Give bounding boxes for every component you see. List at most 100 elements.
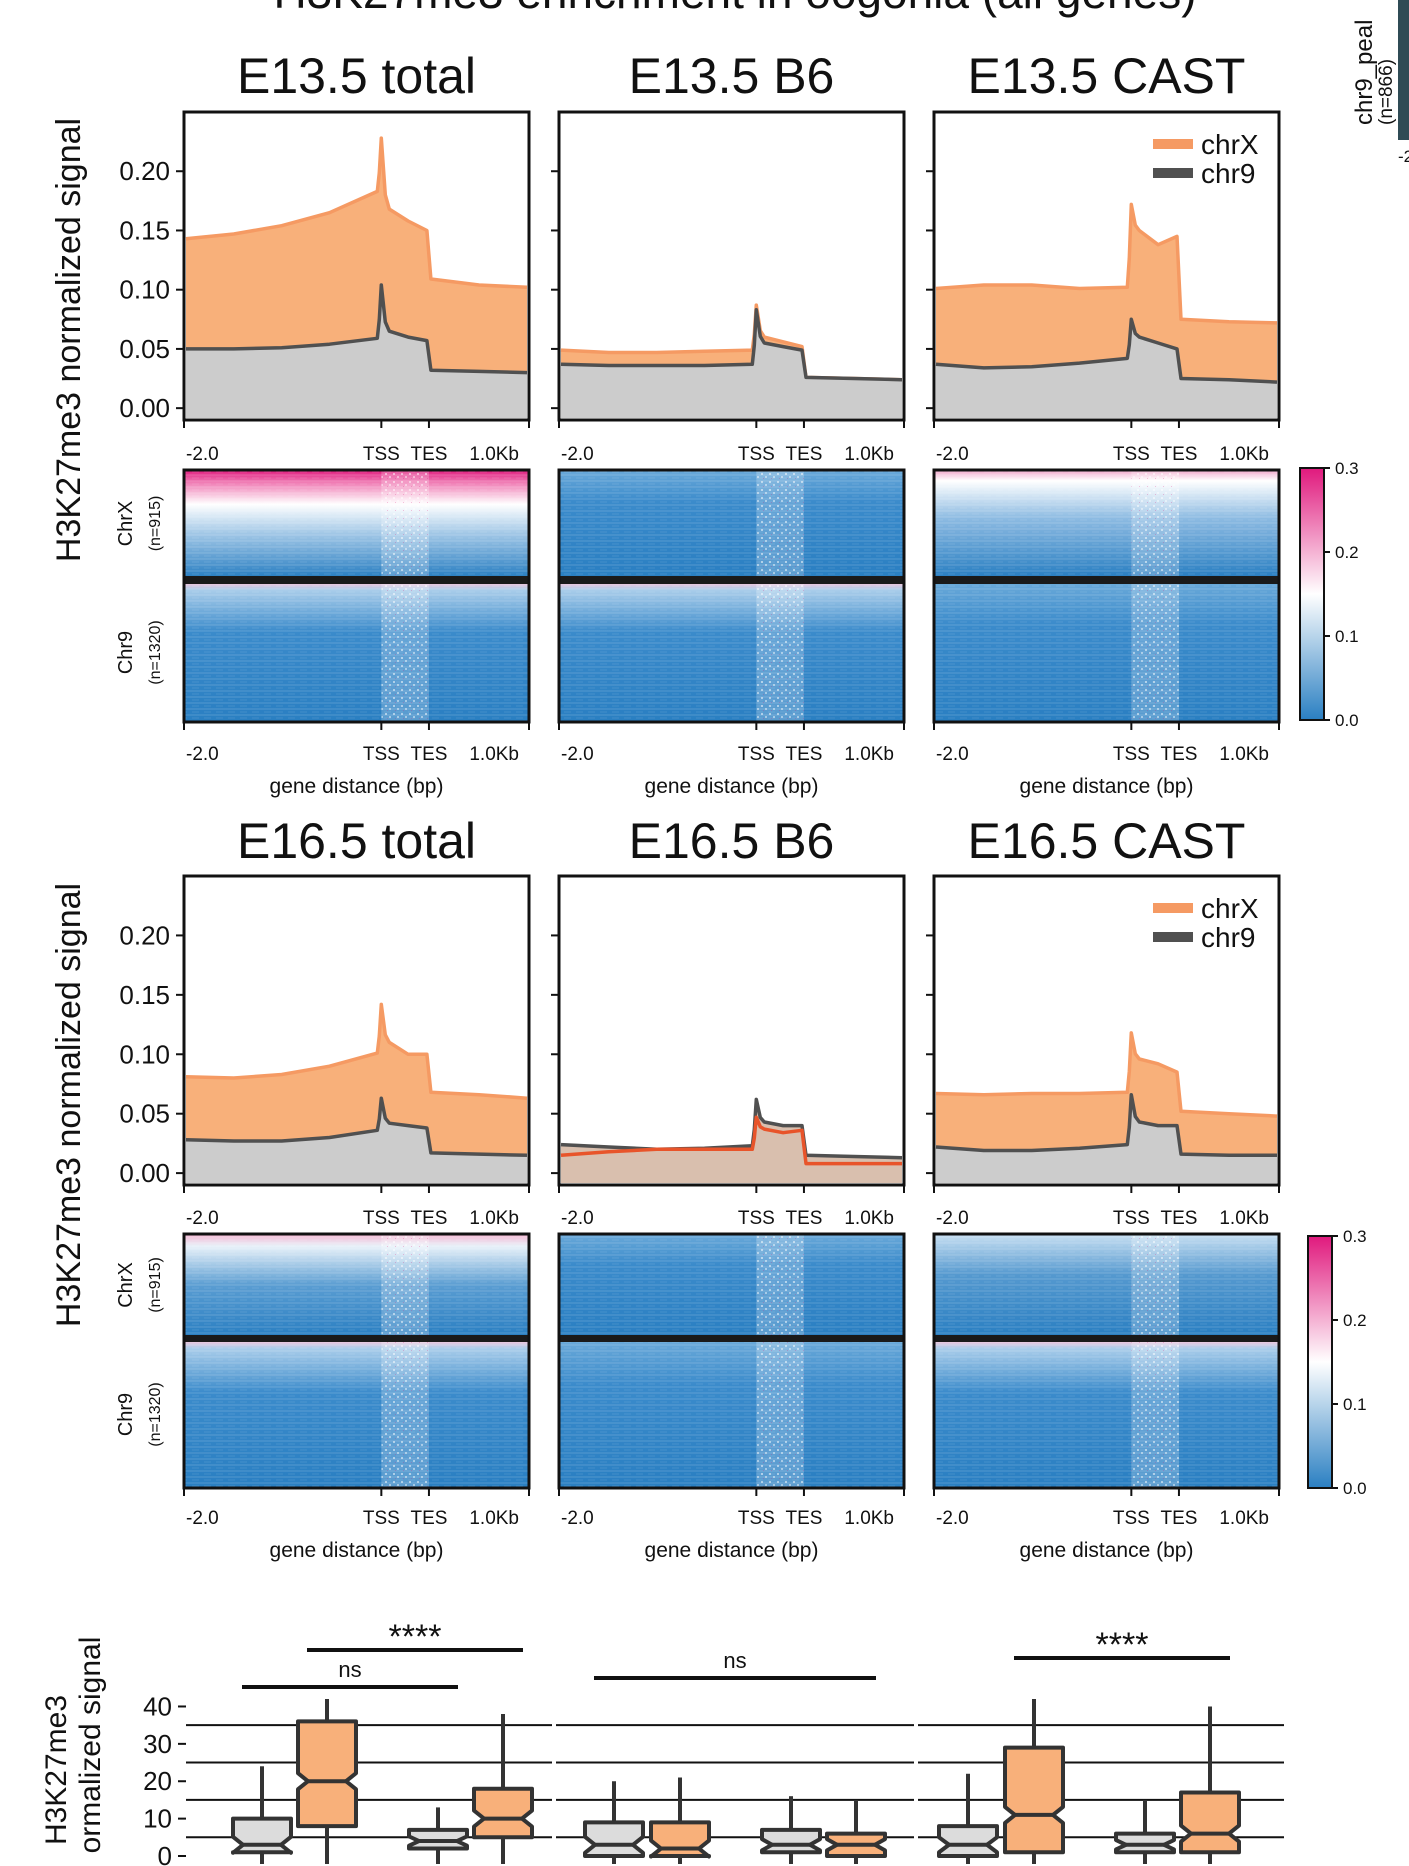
heatmap-chr9-genebody xyxy=(1131,1341,1179,1488)
box-chrx xyxy=(825,1799,887,1864)
heatmap-frame xyxy=(182,1232,531,1490)
x-tick-label: 1.0Kb xyxy=(844,1508,894,1529)
heatmap-row-n-chrx: (n=915) xyxy=(147,496,164,552)
colorbar-tick-label: 0.0 xyxy=(1335,711,1359,730)
x-tick-label: TES xyxy=(1160,1208,1197,1229)
y-tick-label: 0.05 xyxy=(119,334,170,364)
chr9-series-area xyxy=(936,1094,1277,1183)
box-chrx xyxy=(1179,1706,1241,1864)
x-tick-label: TSS xyxy=(1113,444,1150,465)
chrx-series-line xyxy=(185,1002,528,1100)
heatmap-chrx-genebody xyxy=(381,470,429,577)
legend-chrx-label: chrX xyxy=(1201,893,1259,924)
x-tick-label: 1.0Kb xyxy=(469,1508,519,1529)
colorbar-tick-label: 0.0 xyxy=(1343,1479,1367,1498)
heatmap-divider xyxy=(559,576,904,584)
heatmap-row-label-chr9: Chr9 xyxy=(115,631,137,674)
y-tick-label: 0.10 xyxy=(119,1039,170,1069)
chr9-series-area xyxy=(186,285,527,418)
heatmap-panel: -2.0 TSS TES 1.0Kb gene distance (bp) xyxy=(182,468,531,798)
box-y-tick-label: 0 xyxy=(158,1841,172,1866)
legend-chr9-label: chr9 xyxy=(1201,158,1255,189)
chrx-series-line xyxy=(935,1031,1278,1118)
chrx-series-area xyxy=(936,204,1277,418)
x-tick-label: TES xyxy=(785,1508,822,1529)
x-tick-label: -2.0 xyxy=(186,744,219,765)
chr9-series-area xyxy=(186,1098,527,1183)
y-tick-label: 0.20 xyxy=(119,156,170,186)
x-tick-label: TES xyxy=(410,744,447,765)
heatmap-chr9-genebody xyxy=(381,1341,429,1488)
x-axis-label: gene distance (bp) xyxy=(270,775,444,798)
profile-y-axis-label: H3K27me3 normalized signal xyxy=(50,118,88,562)
heatmap-chrx-genebody xyxy=(756,470,804,577)
chr9-series-line xyxy=(186,283,528,375)
x-tick-label: TES xyxy=(1160,444,1197,465)
colorbar xyxy=(1307,1235,1333,1489)
legend-chrx-label: chrX xyxy=(1201,129,1259,160)
panel-title: E16.5 CAST xyxy=(968,813,1246,869)
x-axis-label: gene distance (bp) xyxy=(645,775,819,798)
chr9-series-area xyxy=(561,309,902,418)
x-tick-label: -2.0 xyxy=(561,444,594,465)
heatmap-chrx-texture xyxy=(934,470,1279,577)
heatmap-chr9-texture xyxy=(559,583,904,722)
panel-title: E13.5 B6 xyxy=(629,48,835,104)
heatmap-row-n-chrx: (n=915) xyxy=(147,1257,164,1313)
box-chr9 xyxy=(760,1796,822,1864)
box-body xyxy=(649,1820,711,1859)
colorbar-tick-label: 0.3 xyxy=(1335,459,1359,478)
heatmap-frame xyxy=(182,468,531,724)
y-tick-label: 0.15 xyxy=(119,980,170,1010)
box-body xyxy=(1179,1790,1241,1855)
panel-title: E13.5 CAST xyxy=(968,48,1246,104)
colorbar-tick-label: 0.2 xyxy=(1335,543,1359,562)
x-tick-label: TSS xyxy=(738,444,775,465)
heatmap-chr9-texture xyxy=(184,1341,529,1488)
heatmap-chrx-genebody xyxy=(381,1234,429,1336)
heatmap-panel: -2.0 TSS TES 1.0Kb gene distance (bp) xyxy=(182,1232,531,1562)
x-tick-label: TSS xyxy=(363,1508,400,1529)
heatmap-panel: -2.0 TSS TES 1.0Kb gene distance (bp) xyxy=(557,1232,906,1562)
panel-title: E16.5 B6 xyxy=(629,813,835,869)
heatmap-frame xyxy=(557,1232,906,1490)
profile-panel: E13.5 B6 -2.0 TSS TES 1.0Kb xyxy=(551,48,906,465)
box-chr9 xyxy=(407,1807,469,1864)
heatmap-chr9-texture xyxy=(184,583,529,722)
chrx-series-line xyxy=(560,1115,902,1166)
heatmap-frame xyxy=(932,468,1281,724)
profile-frame xyxy=(932,110,1281,422)
box-body xyxy=(760,1827,822,1855)
significance-label: ns xyxy=(723,1648,746,1673)
box-body xyxy=(1003,1745,1065,1855)
x-tick-label: 1.0Kb xyxy=(844,1208,894,1229)
heatmap-frame xyxy=(557,468,906,724)
box-body xyxy=(296,1719,358,1829)
box-chrx xyxy=(1003,1699,1065,1864)
box-y-axis-label-1: H3K27me3 xyxy=(40,1695,73,1845)
heatmap-chr9-genebody xyxy=(1131,583,1179,722)
x-axis-label: gene distance (bp) xyxy=(1020,775,1194,798)
box-chr9 xyxy=(937,1773,999,1864)
x-tick-label: TSS xyxy=(738,1508,775,1529)
heatmap-divider xyxy=(934,576,1279,584)
x-tick-label: 1.0Kb xyxy=(469,744,519,765)
profile-frame xyxy=(557,874,906,1187)
heatmap-chrx-genebody xyxy=(1131,470,1179,577)
significance-label: **** xyxy=(1096,1626,1149,1664)
box-chr9 xyxy=(583,1781,645,1864)
chrx-series-area xyxy=(936,1032,1277,1183)
heatmap-chr9-texture xyxy=(934,1341,1279,1488)
box-chrx xyxy=(296,1699,358,1864)
x-tick-label: -2.0 xyxy=(186,444,219,465)
x-tick-label: TSS xyxy=(738,1208,775,1229)
box-body xyxy=(231,1816,293,1855)
significance-label: **** xyxy=(389,1618,442,1656)
profile-panel: E16.5 B6 -2.0 TSS TES 1.0Kb xyxy=(551,813,906,1229)
heatmap-frame xyxy=(932,1232,1281,1490)
heatmap-row-label-chr9: Chr9 xyxy=(115,1393,137,1436)
x-tick-label: 1.0Kb xyxy=(844,444,894,465)
colorbar-tick-label: 0.3 xyxy=(1343,1227,1367,1246)
heatmap-divider xyxy=(559,1335,904,1342)
